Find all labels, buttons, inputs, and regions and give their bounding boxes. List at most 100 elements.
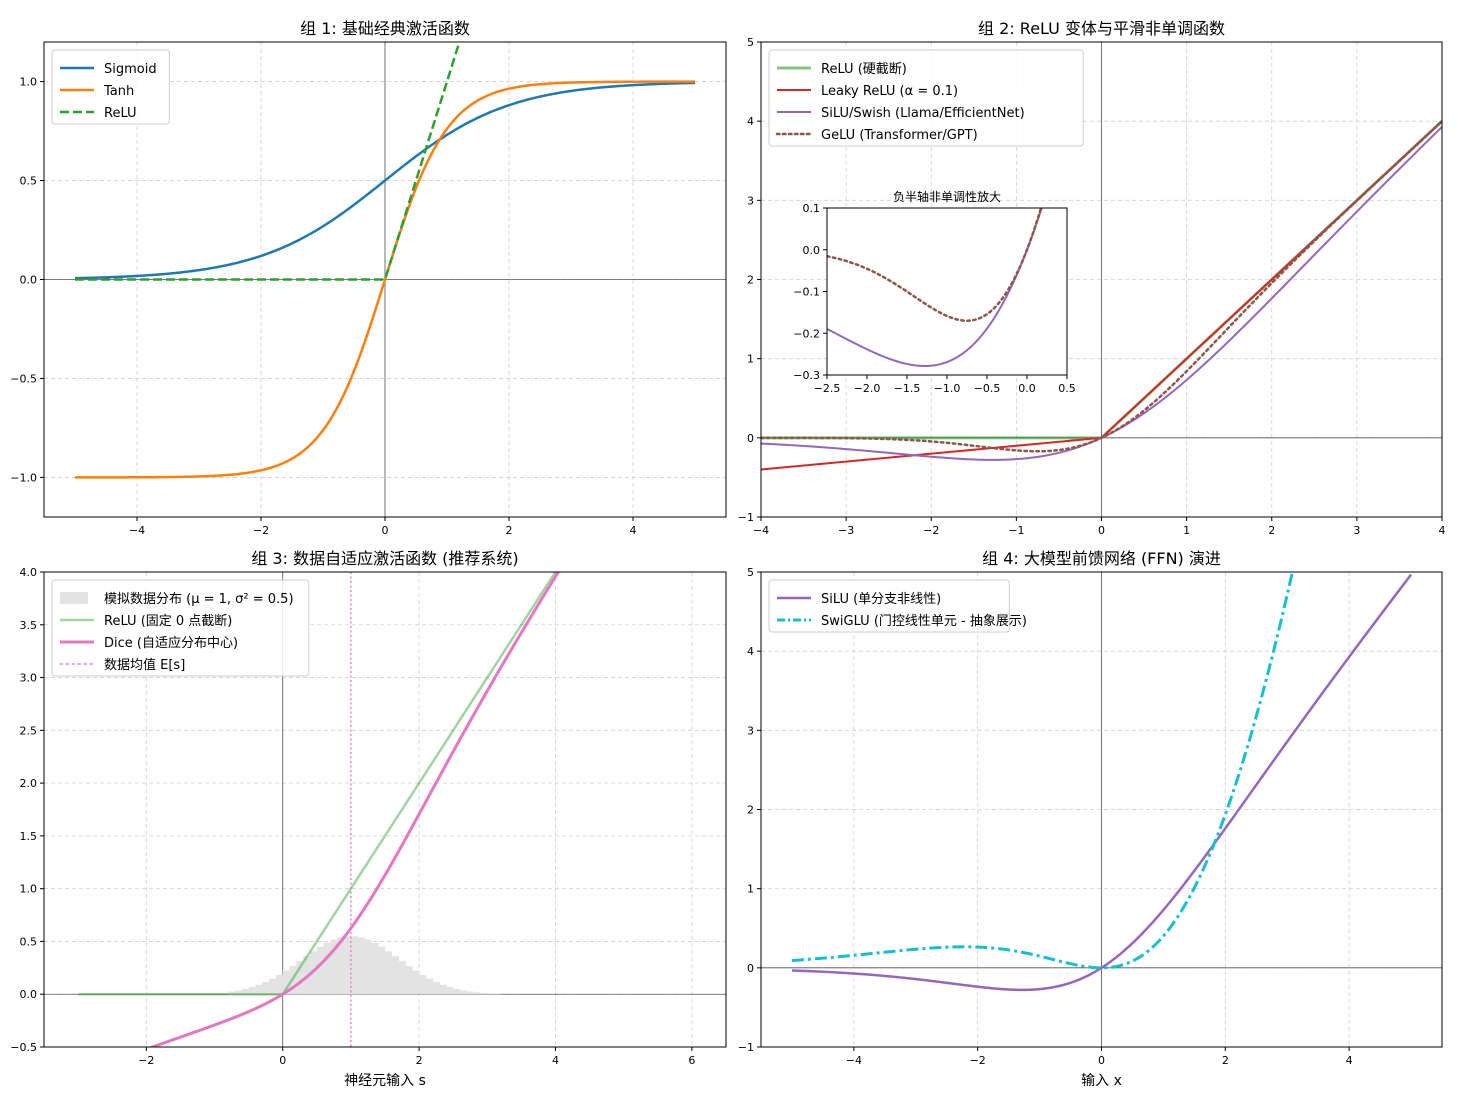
y-tick-label: −1	[738, 1041, 754, 1054]
legend-entry-label: SiLU/Swish (Llama/EfficientNet)	[821, 106, 1025, 121]
histogram-bar	[385, 951, 393, 995]
legend	[768, 579, 1010, 633]
legend-entry-label: Dice (自适应分布中心)	[104, 635, 238, 651]
x-tick-label: 4	[1439, 524, 1446, 537]
y-tick-label: 4.0	[20, 566, 38, 579]
histogram-bar	[398, 961, 406, 995]
y-tick-label: 2	[747, 274, 754, 287]
x-tick-label: 3	[1353, 524, 1360, 537]
axes-frame	[43, 571, 727, 1048]
histogram-bar	[480, 992, 488, 995]
y-tick-label: 3	[747, 724, 754, 737]
legend-entry-label: ReLU	[104, 106, 137, 121]
y-tick-label: 4	[747, 645, 754, 658]
histogram-bar	[460, 990, 468, 995]
histogram-bar	[439, 984, 447, 995]
y-tick-label: 1	[747, 353, 754, 366]
histogram-bar	[296, 961, 304, 995]
y-tick-label: 0.1	[803, 202, 821, 215]
histogram-bar	[357, 937, 365, 995]
y-tick-label: −0.5	[10, 372, 37, 385]
x-tick-label: 4	[630, 524, 637, 537]
y-tick-label: 1.5	[20, 830, 38, 843]
x-tick-label: 6	[688, 1054, 695, 1067]
inset-series-gelu	[827, 208, 1043, 322]
y-tick-label: 2.5	[20, 724, 38, 737]
y-tick-label: 5	[747, 36, 754, 49]
histogram-bar	[364, 939, 372, 995]
histogram-bar	[405, 966, 413, 995]
y-tick-label: 3.5	[20, 619, 38, 632]
x-tick-label: −4	[753, 524, 769, 537]
histogram-bar	[275, 974, 283, 995]
histogram-bar	[378, 946, 386, 995]
y-tick-label: 0	[747, 432, 754, 445]
x-tick-label: 0	[279, 1054, 286, 1067]
panel-title: 组 1: 基础经典激活函数	[300, 19, 470, 38]
x-tick-label: −4	[129, 524, 145, 537]
series-line-dice	[148, 572, 561, 1047]
histogram-bar	[337, 937, 345, 995]
histogram-bar	[350, 936, 359, 995]
inset-zoom: −2.5 −2.0 −1.5 −1.0 −0.5 0.0 0.5 −0.3 −0.2 −0.1 0.…	[793, 189, 1076, 395]
histogram-bar	[344, 936, 352, 995]
histogram-bar	[282, 970, 290, 995]
x-tick-label: 0	[1098, 524, 1105, 537]
y-tick-label: 1.0	[20, 883, 38, 896]
y-tick-label: 0.5	[20, 175, 38, 188]
x-tick-label: −1	[1008, 524, 1024, 537]
histogram-bar	[316, 946, 324, 995]
y-tick-label: 3.0	[20, 672, 38, 685]
legend-entry-label: Tanh	[103, 84, 134, 99]
histogram-bar	[289, 966, 297, 995]
x-tick-label: −2	[923, 524, 939, 537]
x-tick-label: 2	[506, 524, 513, 537]
histogram-bar	[371, 942, 379, 995]
x-axis-label: 神经元输入 s	[344, 1073, 426, 1089]
y-tick-label: 2.0	[20, 777, 38, 790]
x-tick-label: −1.5	[894, 382, 921, 395]
histogram-bar	[419, 974, 427, 995]
y-tick-label: 0.0	[20, 988, 38, 1001]
x-tick-label: 0.0	[1018, 382, 1036, 395]
histogram-bar	[453, 988, 461, 995]
histogram-bar	[466, 991, 474, 995]
x-tick-label: −2	[253, 524, 269, 537]
x-tick-label: 0	[382, 524, 389, 537]
y-tick-label: 3	[747, 194, 754, 207]
x-tick-label: −2	[970, 1054, 986, 1067]
panel-1-classic-activations: −4 −2 0 2 4 −1.0 −0.5 0.0 0.5 1.0 组 1: 基础经典激活函数 Sig…	[10, 19, 727, 537]
series-line-relu	[78, 572, 557, 996]
x-tick-label: −4	[846, 1054, 862, 1067]
histogram-bar	[446, 987, 454, 995]
legend-entry-label: SwiGLU (门控线性单元 - 抽象展示)	[821, 614, 1027, 629]
x-tick-label: −1.0	[934, 382, 961, 395]
x-tick-label: 0.5	[1058, 382, 1076, 395]
y-tick-label: 4	[747, 115, 754, 128]
y-tick-label: −0.3	[793, 369, 820, 382]
legend-entry-label: Sigmoid	[104, 62, 157, 77]
x-tick-label: −3	[838, 524, 854, 537]
legend	[51, 579, 310, 677]
series-line-tanh	[75, 80, 695, 479]
histogram-bar	[330, 939, 338, 995]
panel-title: 组 3: 数据自适应激活函数 (推荐系统)	[251, 549, 518, 568]
legend-entry-label: ReLU (固定 0 点截断)	[104, 614, 232, 629]
x-tick-label: 4	[1346, 1054, 1353, 1067]
series-line-gelu	[761, 119, 1442, 453]
y-tick-label: 0	[747, 962, 754, 975]
legend-entry-label: 数据均值 E[s]	[104, 657, 185, 673]
panel-2-relu-variants: −4 −3 −2 −1 0 1 2 3 4 −1 0 1 2 3 4 5 组 2: ReLU 变体与平滑非单调函…	[738, 19, 1446, 537]
legend-entry-label: ReLU (硬截断)	[821, 62, 907, 77]
x-tick-label: −2	[138, 1054, 154, 1067]
inset-background	[827, 208, 1067, 375]
x-tick-label: −2.5	[814, 382, 841, 395]
histogram-bar	[234, 990, 243, 995]
legend-swatch-histogram	[60, 592, 88, 604]
panel-title: 组 4: 大模型前馈网络 (FFN) 演进	[982, 549, 1221, 568]
y-tick-label: −0.5	[10, 1041, 37, 1054]
y-tick-label: −0.2	[793, 327, 820, 340]
histogram-bar	[473, 992, 481, 995]
x-tick-label: 1	[1183, 524, 1190, 537]
